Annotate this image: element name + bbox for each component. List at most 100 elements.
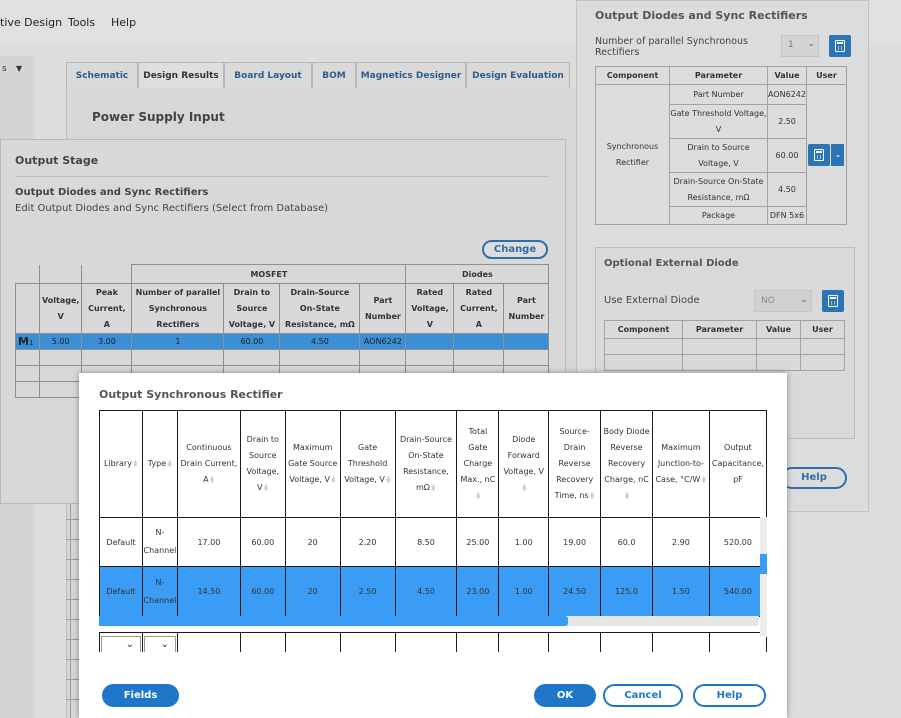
calculator-button[interactable] <box>822 290 844 312</box>
sync-rectifier-table: Component Parameter Value User Synchrono… <box>595 66 847 225</box>
tab-design-results[interactable]: Design Results <box>138 62 224 88</box>
col-drain-source-voltage[interactable]: Drain to Source Voltage, V ▲ ▼ <box>239 410 286 518</box>
user-select-button[interactable]: ⌄ <box>808 143 845 166</box>
vertical-scrollbar[interactable] <box>760 517 767 637</box>
table-row-selected[interactable]: Default N-Channel 14.50 60.00 20 2.50 4.… <box>99 566 767 617</box>
col-library[interactable]: Library ▲ ▼ <box>99 410 143 518</box>
menu-item-tools[interactable]: Tools <box>68 16 96 29</box>
filter-cell[interactable] <box>651 632 710 652</box>
cell-recovery-time: 19.00 <box>548 517 602 567</box>
col-reverse-recovery-time[interactable]: Source-Drain Reverse Recovery Time, ns ▲ ▼ <box>548 410 602 518</box>
external-diode-table: Component Parameter Value User <box>604 320 845 371</box>
col-max-gate-source-voltage[interactable]: Maximum Gate Source Voltage, V ▲ ▼ <box>284 410 341 518</box>
table-row[interactable]: M1 5.00 3.00 1 60.00 4.50 AON6242 <box>15 333 550 350</box>
calculator-button[interactable] <box>829 35 851 57</box>
col-gate-threshold-voltage[interactable]: Gate Threshold Voltage, V ▲ ▼ <box>339 410 396 518</box>
change-button[interactable]: Change <box>482 240 548 259</box>
cell-junction-case: 1.50 <box>651 566 710 617</box>
col-junction-to-case[interactable]: Maximum Junction-to-Case, °C/W ▲ ▼ <box>651 410 710 518</box>
sort-icon: ▲ ▼ <box>431 482 436 493</box>
col-total-gate-charge[interactable]: Total Gate Charge Max., nC▲ ▼ <box>456 410 500 518</box>
sort-icon: ▲ ▼ <box>331 474 336 485</box>
table-row[interactable]: Default N-Channel 17.00 60.00 20 2.20 8.… <box>99 517 767 567</box>
cell-recovery-charge: 125.0 <box>600 566 653 617</box>
filter-cell[interactable] <box>456 632 500 652</box>
filter-cell[interactable] <box>708 632 767 652</box>
value-drain-source-voltage: 60.00 <box>767 138 807 173</box>
col-on-state-resistance[interactable]: Drain-Source On-State Resistance, mΩ ▲ ▼ <box>394 410 458 518</box>
col-continuous-drain-current[interactable]: Continuous Drain Current, A ▲ ▼ <box>176 410 241 518</box>
param-part-number: Part Number <box>669 84 768 105</box>
cell-parallel: 1 <box>131 333 225 350</box>
sort-icon: ▲ ▼ <box>625 490 629 501</box>
col-type[interactable]: Type ▲ ▼ <box>141 410 178 518</box>
vertical-scrollbar-thumb[interactable] <box>760 554 767 574</box>
cell-gate-charge: 25.00 <box>456 517 500 567</box>
col-component: Component <box>604 320 683 339</box>
col-output-capacitance[interactable]: Output Capacitance, pF <box>708 410 767 518</box>
sort-icon: ▲ ▼ <box>476 490 481 501</box>
filter-cell[interactable] <box>394 632 458 652</box>
fields-button[interactable]: Fields <box>102 684 179 707</box>
diodes-group-header: Diodes <box>405 264 550 284</box>
cell-resistance: 4.50 <box>279 333 361 350</box>
type-filter-select[interactable]: ⌄ <box>143 635 176 652</box>
cell-library: Default <box>99 566 143 617</box>
col-diode-forward-voltage[interactable]: Diode Forward Voltage, V▲ ▼ <box>498 410 550 518</box>
filter-row: ⌄ ⌄ <box>99 632 767 652</box>
cell-forward-voltage: 1.00 <box>498 517 550 567</box>
cell-component: Synchronous Rectifier <box>595 84 670 225</box>
filter-cell[interactable] <box>284 632 341 652</box>
ok-button[interactable]: OK <box>534 684 596 707</box>
parallel-rectifiers-select[interactable]: 1 ⌄ <box>781 35 819 57</box>
tab-board-layout[interactable]: Board Layout <box>224 62 312 88</box>
tab-magnetics-designer[interactable]: Magnetics Designer <box>356 62 466 88</box>
help-button[interactable]: Help <box>781 467 847 489</box>
cell-junction-case: 2.90 <box>651 517 710 567</box>
filter-cell[interactable] <box>176 632 241 652</box>
cell-resistance: 8.50 <box>394 517 458 567</box>
col-rated-voltage: Rated Voltage, V <box>405 283 455 334</box>
cell-peak-current: 3.00 <box>81 333 133 350</box>
cell-type: N-Channel <box>141 566 178 617</box>
tab-bom[interactable]: BOM <box>312 62 356 88</box>
rectifier-table: Library ▲ ▼ Type ▲ ▼ Continuous Drain Curren… <box>99 410 767 652</box>
tab-schematic[interactable]: Schematic <box>66 62 138 88</box>
divider <box>15 176 549 177</box>
cell-drain-current: 17.00 <box>176 517 241 567</box>
param-gate-threshold: Gate Threshold Voltage, V <box>669 104 768 139</box>
horizontal-scrollbar-thumb[interactable] <box>99 616 568 626</box>
cell-rated-voltage <box>405 333 455 350</box>
cell-forward-voltage: 1.00 <box>498 566 550 617</box>
menu-item-help[interactable]: Help <box>111 16 137 29</box>
filter-cell[interactable] <box>498 632 550 652</box>
help-button[interactable]: Help <box>693 684 766 707</box>
menu-item-design[interactable]: tive Design <box>0 16 63 29</box>
parallel-rectifiers-value: 1 <box>788 40 794 50</box>
grid-divider <box>70 500 71 718</box>
cancel-button[interactable]: Cancel <box>603 684 683 707</box>
filter-cell[interactable] <box>339 632 396 652</box>
filter-cell[interactable] <box>239 632 286 652</box>
sync-rectifier-dialog-title: Output Diodes and Sync Rectifiers <box>595 9 808 22</box>
filter-cell[interactable] <box>600 632 653 652</box>
library-filter-select[interactable]: ⌄ <box>100 635 141 652</box>
power-supply-input-title: Power Supply Input <box>92 110 225 124</box>
tab-strip: Schematic Design Results Board Layout BO… <box>66 62 586 88</box>
left-dropdown[interactable]: s ▼ <box>0 64 30 84</box>
cell-type: N-Channel <box>141 517 178 567</box>
filter-cell[interactable] <box>548 632 602 652</box>
sort-icon: ▲ ▼ <box>522 482 527 493</box>
tab-design-evaluation[interactable]: Design Evaluation <box>466 62 570 88</box>
sort-icon: ▲ ▼ <box>167 458 172 469</box>
horizontal-scrollbar[interactable] <box>99 616 759 626</box>
use-external-diode-select[interactable]: NO ⌄ <box>754 290 812 312</box>
output-synchronous-rectifier-modal: Output Synchronous Rectifier Library ▲ ▼ T… <box>79 373 787 718</box>
output-stage-description: Edit Output Diodes and Sync Rectifiers (… <box>15 203 329 214</box>
chevron-down-icon: ⌄ <box>800 295 808 305</box>
param-package: Package <box>669 206 768 225</box>
col-drain-source-voltage: Drain to Source Voltage, V <box>223 283 281 334</box>
col-reverse-recovery-charge[interactable]: Body Diode Reverse Recovery Charge, nC▲ ▼ <box>600 410 653 518</box>
external-diode-title: Optional External Diode <box>604 258 739 269</box>
param-drain-source-voltage: Drain to Source Voltage, V <box>669 138 768 173</box>
